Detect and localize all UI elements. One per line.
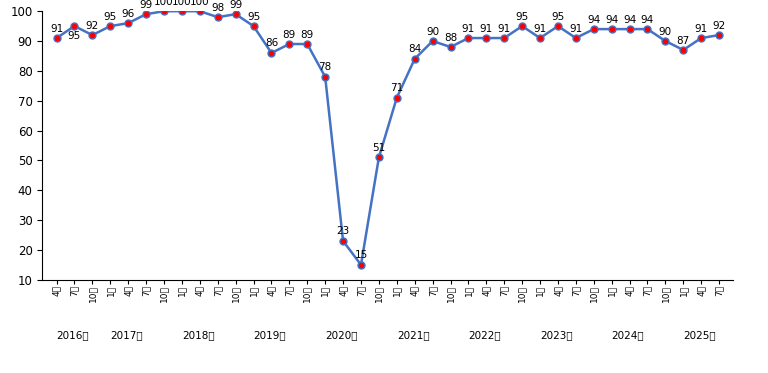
Text: 91: 91 xyxy=(462,23,475,34)
Text: 91: 91 xyxy=(50,23,63,34)
Text: 94: 94 xyxy=(588,15,601,25)
Text: 92: 92 xyxy=(713,21,726,31)
Text: 84: 84 xyxy=(408,44,422,54)
Text: 2023年: 2023年 xyxy=(540,330,573,340)
Text: 51: 51 xyxy=(372,143,386,153)
Text: 91: 91 xyxy=(534,23,547,34)
Text: 2022年: 2022年 xyxy=(468,330,501,340)
Text: 91: 91 xyxy=(569,23,582,34)
Text: 100: 100 xyxy=(172,0,192,7)
Text: 95: 95 xyxy=(104,12,117,22)
Text: 86: 86 xyxy=(265,38,278,48)
Text: 89: 89 xyxy=(300,29,314,40)
Text: 98: 98 xyxy=(211,3,224,13)
Text: 95: 95 xyxy=(551,12,564,22)
Text: 87: 87 xyxy=(677,35,690,46)
Text: 91: 91 xyxy=(480,23,493,34)
Text: 2024年: 2024年 xyxy=(611,330,644,340)
Text: 100: 100 xyxy=(190,0,210,7)
Text: 94: 94 xyxy=(641,15,654,25)
Text: 96: 96 xyxy=(121,9,135,19)
Text: 71: 71 xyxy=(390,83,403,93)
Text: 89: 89 xyxy=(283,29,296,40)
Text: 2018年: 2018年 xyxy=(182,330,214,340)
Text: 78: 78 xyxy=(319,62,332,72)
Text: 90: 90 xyxy=(426,26,439,37)
Text: 88: 88 xyxy=(444,32,457,43)
Text: 90: 90 xyxy=(659,26,672,37)
Text: 2016年: 2016年 xyxy=(57,330,89,340)
Text: 15: 15 xyxy=(354,250,368,260)
Text: 2017年: 2017年 xyxy=(111,330,143,340)
Text: 100: 100 xyxy=(154,0,174,7)
Text: 92: 92 xyxy=(86,21,99,31)
Text: 94: 94 xyxy=(605,15,618,25)
Text: 99: 99 xyxy=(229,0,242,10)
Text: 95: 95 xyxy=(68,31,81,41)
Text: 99: 99 xyxy=(140,0,153,10)
Text: 2020年: 2020年 xyxy=(325,330,358,340)
Text: 94: 94 xyxy=(623,15,636,25)
Text: 91: 91 xyxy=(694,23,708,34)
Text: 2021年: 2021年 xyxy=(397,330,429,340)
Text: 95: 95 xyxy=(515,12,528,22)
Text: 2025年: 2025年 xyxy=(684,330,716,340)
Text: 91: 91 xyxy=(498,23,511,34)
Text: 95: 95 xyxy=(247,12,260,22)
Text: 23: 23 xyxy=(336,226,349,236)
Text: 2019年: 2019年 xyxy=(253,330,286,340)
